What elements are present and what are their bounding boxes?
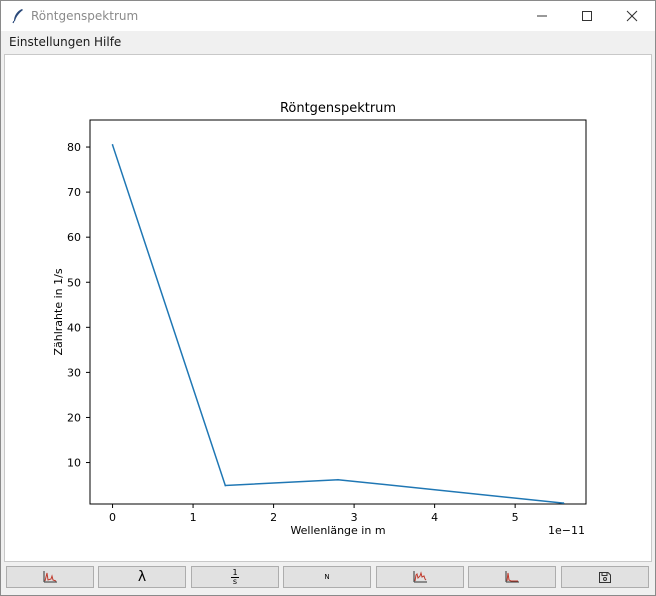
y-tick-label: 50 [67, 276, 81, 289]
menu-hilfe[interactable]: Hilfe [94, 35, 122, 49]
save-icon [599, 571, 611, 583]
count-button[interactable]: N [283, 566, 371, 588]
wavelength-button[interactable]: λ [98, 566, 186, 588]
title-bar[interactable]: Röntgenspektrum [1, 1, 655, 31]
x-tick-label: 0 [109, 511, 116, 524]
peaks-icon [413, 571, 427, 583]
y-axis-label: Zählrahte in 1/s [52, 268, 65, 355]
y-tick-label: 30 [67, 366, 81, 379]
close-button[interactable] [609, 1, 655, 31]
data-point [111, 143, 114, 146]
x-axis: 0 1 2 3 4 5 [109, 504, 519, 524]
x-tick-label: 1 [190, 511, 197, 524]
maximize-button[interactable] [564, 1, 610, 31]
close-icon [626, 10, 638, 22]
spectrum-icon [43, 571, 57, 583]
x-axis-label: Wellenlänge in m [290, 524, 385, 537]
minimize-button[interactable] [519, 1, 565, 31]
data-point [337, 478, 339, 481]
data-point [224, 484, 227, 487]
fraction-denominator: s [232, 576, 238, 586]
peak-analysis-button[interactable] [376, 566, 464, 588]
x-offset-label: 1e−11 [548, 524, 585, 537]
x-tick-label: 4 [431, 511, 438, 524]
series-line [111, 144, 564, 504]
y-tick-label: 10 [67, 457, 81, 470]
series-points [111, 143, 565, 504]
save-button[interactable] [561, 566, 649, 588]
lambda-label: λ [137, 569, 147, 585]
y-tick-label: 60 [67, 231, 81, 244]
x-tick-label: 5 [512, 511, 519, 524]
fraction-label: 1 s [231, 567, 239, 586]
y-axis: 10 20 30 40 50 60 70 80 [67, 141, 90, 470]
toolbar: λ 1 s N [4, 565, 652, 593]
fraction-numerator: 1 [231, 567, 239, 578]
y-tick-label: 70 [67, 186, 81, 199]
n-label: N [324, 573, 330, 581]
y-tick-label: 20 [67, 411, 81, 424]
feather-icon [12, 9, 23, 24]
decay-curve-button[interactable] [468, 566, 556, 588]
chart-title: Röntgenspektrum [280, 101, 396, 116]
decay-curve-icon [505, 571, 519, 583]
maximize-icon [582, 11, 592, 21]
spectrum-view-button[interactable] [6, 566, 94, 588]
menu-einstellungen[interactable]: Einstellungen [9, 35, 91, 49]
menu-bar: Einstellungen Hilfe [1, 31, 655, 53]
x-tick-label: 2 [270, 511, 277, 524]
y-tick-label: 80 [67, 141, 81, 154]
x-tick-label: 3 [351, 511, 358, 524]
data-point [562, 502, 565, 504]
y-tick-label: 40 [67, 321, 81, 334]
minimize-icon [537, 15, 547, 17]
plot-area-frame [89, 119, 587, 505]
rate-unit-button[interactable]: 1 s [191, 566, 279, 588]
window-title: Röntgenspektrum [31, 9, 139, 23]
